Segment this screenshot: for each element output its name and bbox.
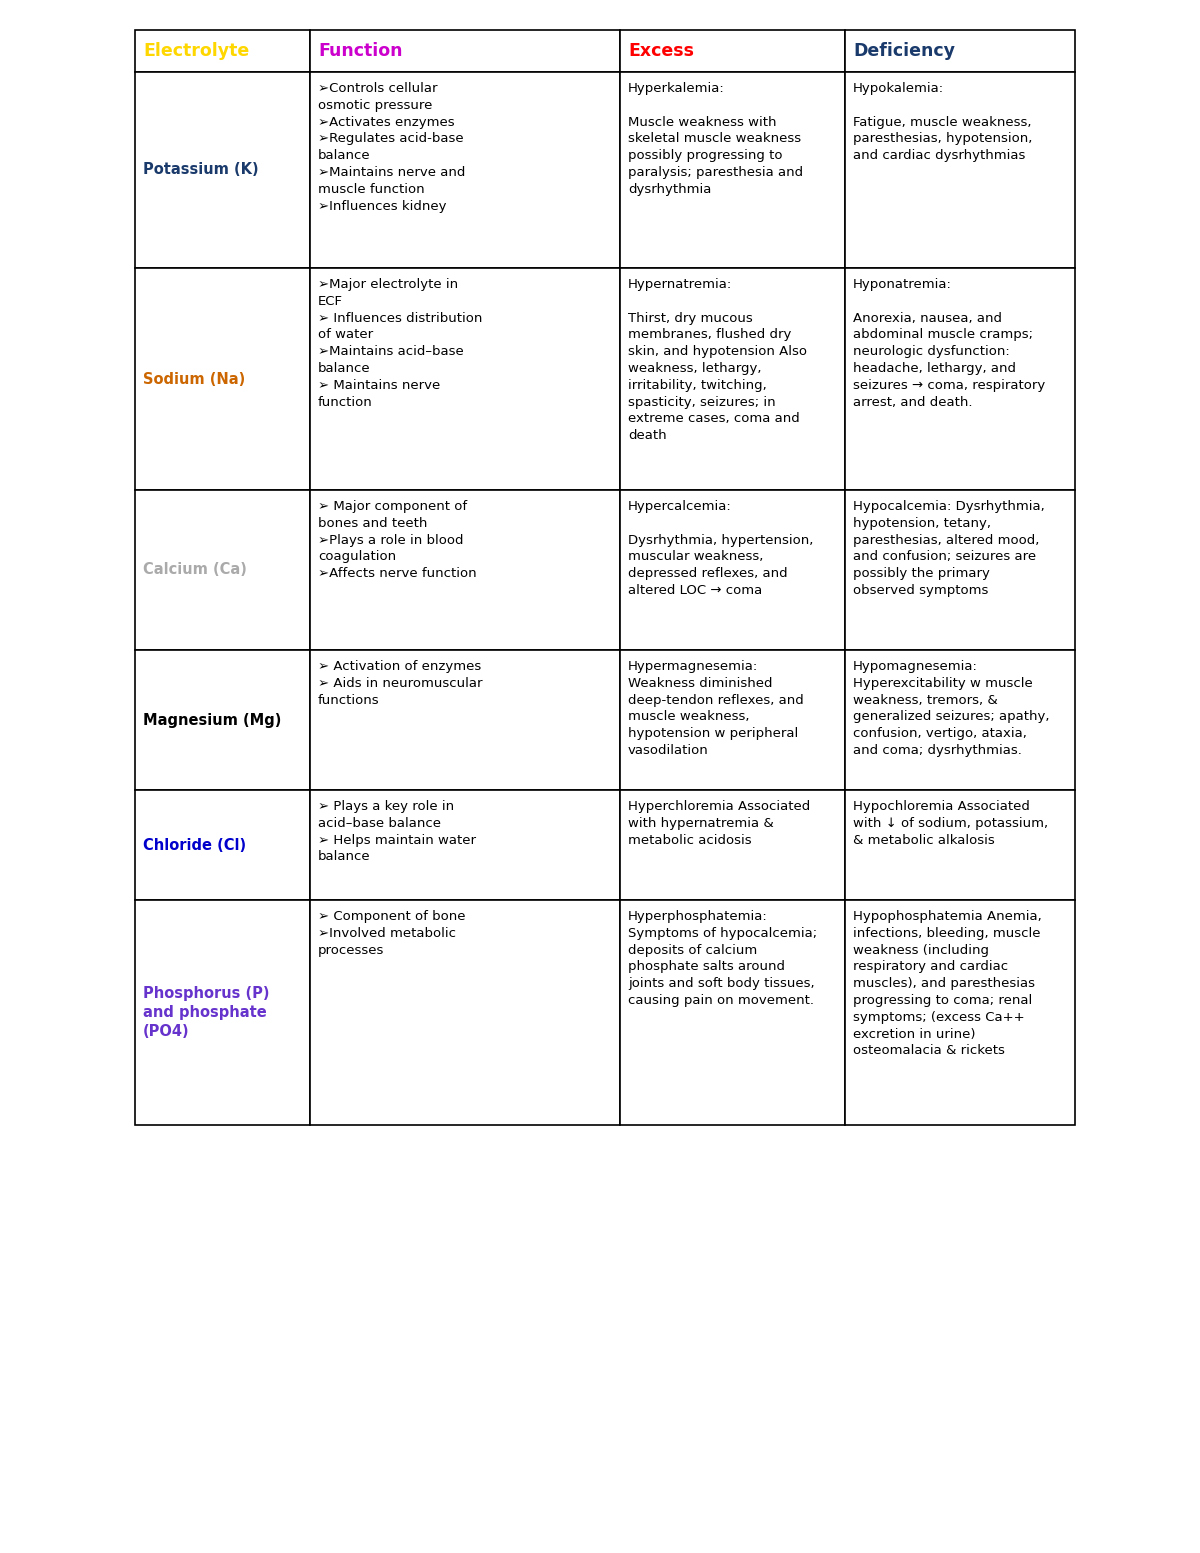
Bar [845, 651, 1075, 790]
Bar [310, 30, 620, 71]
Text: Potassium (K): Potassium (K) [143, 163, 259, 177]
Bar [310, 269, 620, 491]
Bar [134, 901, 310, 1124]
Bar [845, 901, 1075, 1124]
Bar [620, 71, 845, 269]
Text: Calcium (Ca): Calcium (Ca) [143, 562, 247, 578]
Bar [134, 71, 310, 269]
Text: Hypokalemia:

Fatigue, muscle weakness,
paresthesias, hypotension,
and cardiac d: Hypokalemia: Fatigue, muscle weakness, p… [853, 82, 1032, 162]
Text: Deficiency: Deficiency [853, 42, 955, 61]
Bar [310, 71, 620, 269]
Bar [620, 269, 845, 491]
Bar [620, 30, 845, 71]
Bar [620, 491, 845, 651]
Bar [845, 790, 1075, 901]
Text: Magnesium (Mg): Magnesium (Mg) [143, 713, 281, 727]
Text: Hypocalcemia: Dysrhythmia,
hypotension, tetany,
paresthesias, altered mood,
and : Hypocalcemia: Dysrhythmia, hypotension, … [853, 500, 1045, 596]
Bar [134, 491, 310, 651]
Text: Function: Function [318, 42, 402, 61]
Bar [310, 651, 620, 790]
Text: Hyponatremia:

Anorexia, nausea, and
abdominal muscle cramps;
neurologic dysfunc: Hyponatremia: Anorexia, nausea, and abdo… [853, 278, 1045, 408]
Text: Hyperchloremia Associated
with hypernatremia &
metabolic acidosis: Hyperchloremia Associated with hypernatr… [628, 800, 810, 846]
Text: Hypercalcemia:

Dysrhythmia, hypertension,
muscular weakness,
depressed reflexes: Hypercalcemia: Dysrhythmia, hypertension… [628, 500, 814, 596]
Text: Phosphorus (P)
and phosphate
(PO4): Phosphorus (P) and phosphate (PO4) [143, 986, 270, 1039]
Text: Hyperkalemia:

Muscle weakness with
skeletal muscle weakness
possibly progressin: Hyperkalemia: Muscle weakness with skele… [628, 82, 803, 196]
Bar [310, 790, 620, 901]
Bar [620, 790, 845, 901]
Text: Chloride (Cl): Chloride (Cl) [143, 837, 246, 853]
Text: ➢ Plays a key role in
acid–base balance
➢ Helps maintain water
balance: ➢ Plays a key role in acid–base balance … [318, 800, 476, 863]
Bar [845, 71, 1075, 269]
Bar [134, 269, 310, 491]
Bar [845, 491, 1075, 651]
Bar [845, 269, 1075, 491]
Text: Hypomagnesemia:
Hyperexcitability w muscle
weakness, tremors, &
generalized seiz: Hypomagnesemia: Hyperexcitability w musc… [853, 660, 1050, 756]
Text: ➢Controls cellular
osmotic pressure
➢Activates enzymes
➢Regulates acid-base
bala: ➢Controls cellular osmotic pressure ➢Act… [318, 82, 466, 213]
Text: Hypophosphatemia Anemia,
infections, bleeding, muscle
weakness (including
respir: Hypophosphatemia Anemia, infections, ble… [853, 910, 1042, 1058]
Bar [620, 901, 845, 1124]
Text: ➢ Activation of enzymes
➢ Aids in neuromuscular
functions: ➢ Activation of enzymes ➢ Aids in neurom… [318, 660, 482, 707]
Text: ➢ Major component of
bones and teeth
➢Plays a role in blood
coagulation
➢Affects: ➢ Major component of bones and teeth ➢Pl… [318, 500, 476, 581]
Bar [134, 790, 310, 901]
Bar [310, 901, 620, 1124]
Text: ➢ Component of bone
➢Involved metabolic
processes: ➢ Component of bone ➢Involved metabolic … [318, 910, 466, 957]
Text: Hypermagnesemia:
Weakness diminished
deep-tendon reflexes, and
muscle weakness,
: Hypermagnesemia: Weakness diminished dee… [628, 660, 804, 756]
Text: Sodium (Na): Sodium (Na) [143, 371, 245, 387]
Text: Hypernatremia:

Thirst, dry mucous
membranes, flushed dry
skin, and hypotension : Hypernatremia: Thirst, dry mucous membra… [628, 278, 808, 443]
Text: Hypochloremia Associated
with ↓ of sodium, potassium,
& metabolic alkalosis: Hypochloremia Associated with ↓ of sodiu… [853, 800, 1048, 846]
Bar [310, 491, 620, 651]
Bar [845, 30, 1075, 71]
Text: Electrolyte: Electrolyte [143, 42, 250, 61]
Bar [134, 30, 310, 71]
Bar [134, 651, 310, 790]
Text: Hyperphosphatemia:
Symptoms of hypocalcemia;
deposits of calcium
phosphate salts: Hyperphosphatemia: Symptoms of hypocalce… [628, 910, 817, 1006]
Bar [620, 651, 845, 790]
Text: Excess: Excess [628, 42, 694, 61]
Text: ➢Major electrolyte in
ECF
➢ Influences distribution
of water
➢Maintains acid–bas: ➢Major electrolyte in ECF ➢ Influences d… [318, 278, 482, 408]
